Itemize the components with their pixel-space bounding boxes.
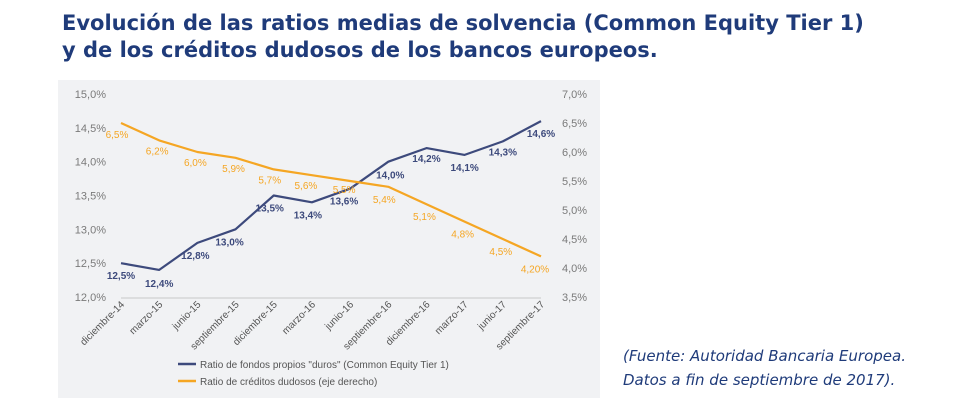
y-right-tick-label: 4,0%: [562, 263, 587, 275]
y-right-tick-label: 5,5%: [562, 176, 587, 188]
data-label-cet1: 12,8%: [181, 251, 209, 262]
data-label-npl: 5,1%: [413, 212, 436, 223]
data-label-npl: 5,5%: [333, 185, 356, 196]
data-label-cet1: 13,4%: [294, 210, 322, 221]
y-left-tick-label: 12,5%: [75, 258, 106, 270]
x-tick-label: marzo-17: [433, 299, 471, 337]
data-label-cet1: 13,5%: [256, 204, 284, 215]
y-left-tick-label: 13,0%: [75, 224, 106, 236]
legend-label-cet1: Ratio de fondos propios "duros" (Common …: [200, 360, 449, 371]
data-label-npl: 5,9%: [222, 164, 245, 175]
x-tick-label: marzo-15: [128, 299, 166, 337]
data-label-cet1: 14,2%: [412, 154, 440, 165]
data-label-npl: 6,0%: [184, 158, 207, 169]
x-tick-label: diciembre-14: [78, 299, 127, 348]
data-label-cet1: 14,6%: [527, 129, 555, 140]
y-left-tick-label: 12,0%: [75, 292, 106, 304]
data-label-cet1: 12,5%: [107, 271, 135, 282]
data-label-npl: 4,20%: [521, 264, 549, 275]
y-left-tick-label: 14,0%: [75, 157, 106, 169]
series-line-npl: [120, 121, 542, 258]
data-label-npl: 5,7%: [258, 175, 281, 186]
y-right-tick-label: 6,5%: [562, 118, 587, 130]
chart-title: Evolución de las ratios medias de solven…: [62, 10, 922, 64]
data-label-npl: 4,5%: [489, 247, 512, 258]
y-left-tick-label: 15,0%: [75, 89, 106, 101]
chart-title-line-1: Evolución de las ratios medias de solven…: [62, 11, 864, 35]
data-label-npl: 4,8%: [451, 230, 474, 241]
x-tick-label: marzo-16: [280, 299, 318, 337]
chart-panel: [58, 80, 600, 398]
y-right-tick-label: 6,0%: [562, 147, 587, 159]
data-label-cet1: 14,0%: [376, 171, 404, 182]
y-left-tick-label: 13,5%: [75, 191, 106, 203]
y-right-tick-label: 4,5%: [562, 234, 587, 246]
legend-label-npl: Ratio de créditos dudosos (eje derecho): [200, 377, 377, 388]
x-tick-label: junio-17: [475, 299, 509, 333]
y-right-tick-label: 3,5%: [562, 292, 587, 304]
data-label-npl: 6,2%: [146, 146, 169, 157]
chart-title-line-2: y de los créditos dudosos de los bancos …: [62, 38, 658, 62]
source-note: (Fuente: Autoridad Bancaria Europea. Dat…: [623, 344, 953, 392]
x-tick-label: junio-16: [323, 299, 357, 333]
data-label-cet1: 13,6%: [330, 197, 358, 208]
source-line-2: Datos a fin de septiembre de 2017).: [623, 371, 896, 389]
data-label-cet1: 14,1%: [450, 163, 478, 174]
data-label-npl: 5,6%: [295, 181, 318, 192]
source-line-1: (Fuente: Autoridad Bancaria Europea.: [623, 347, 906, 365]
y-right-tick-label: 5,0%: [562, 205, 587, 217]
y-left-tick-label: 14,5%: [75, 123, 106, 135]
data-label-npl: 5,4%: [373, 195, 396, 206]
x-tick-label: junio-15: [170, 299, 204, 333]
data-label-cet1: 13,0%: [215, 237, 243, 248]
data-label-cet1: 14,3%: [489, 147, 517, 158]
series-line-cet1: [120, 120, 542, 271]
y-right-tick-label: 7,0%: [562, 89, 587, 101]
data-label-npl: 6,5%: [106, 130, 129, 141]
data-label-cet1: 12,4%: [145, 279, 173, 290]
